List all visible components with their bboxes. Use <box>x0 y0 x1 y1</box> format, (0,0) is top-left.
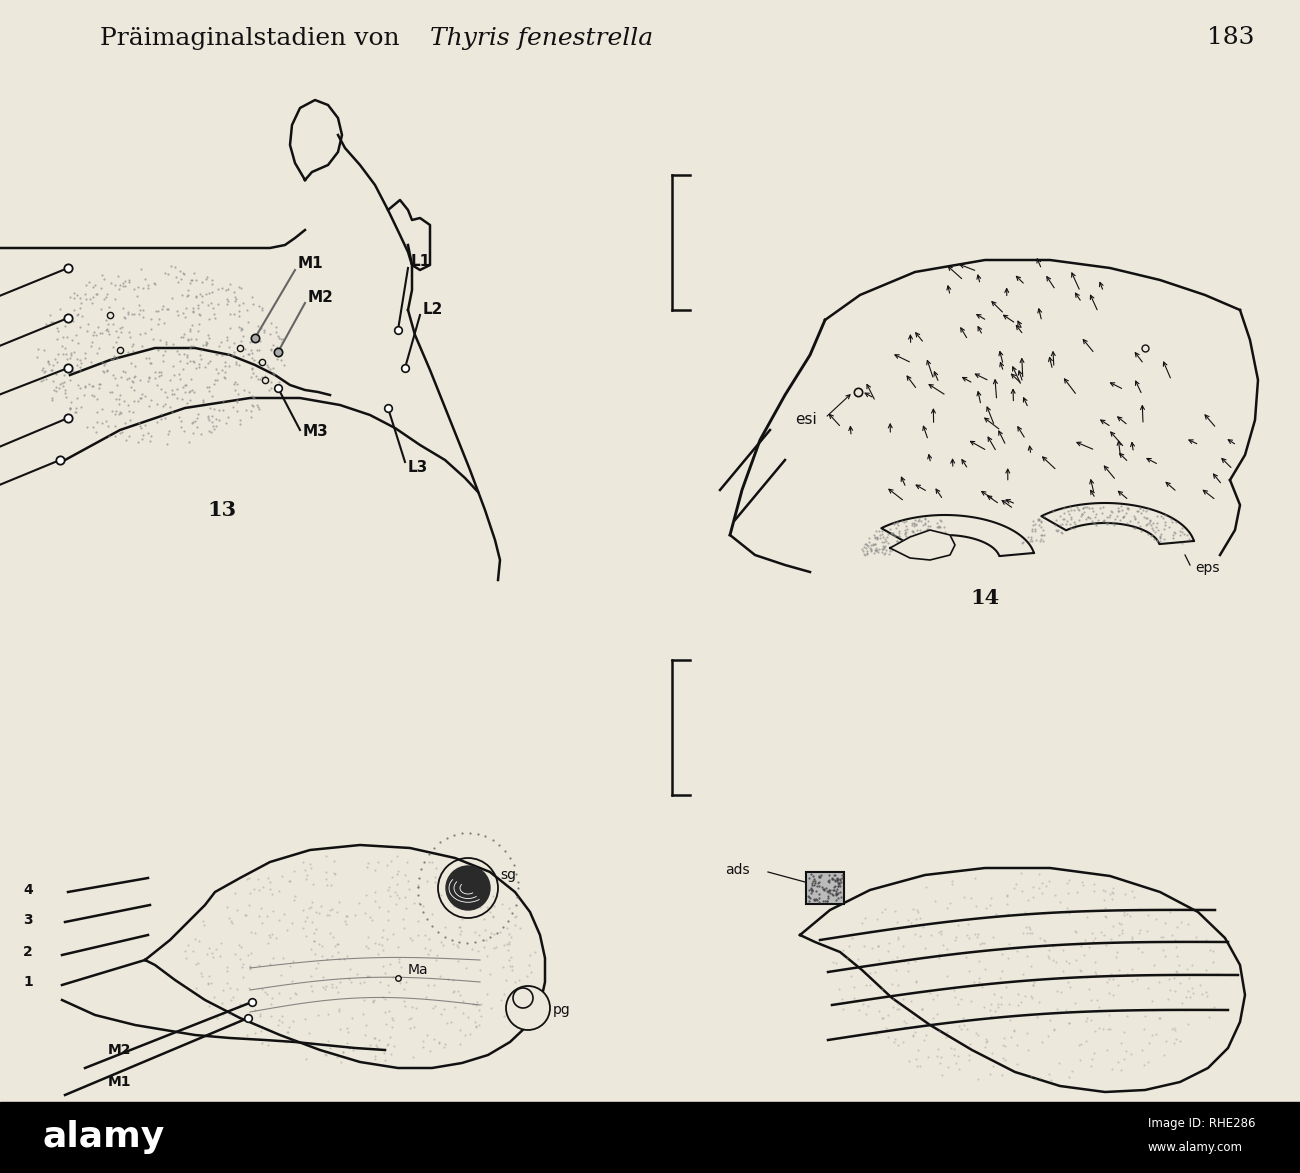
Text: 1: 1 <box>23 975 32 989</box>
Text: pg: pg <box>552 1003 571 1017</box>
Text: 13: 13 <box>208 500 237 520</box>
Text: Präimaginalstadien von: Präimaginalstadien von <box>100 27 408 49</box>
Polygon shape <box>1041 503 1193 544</box>
Text: ads: ads <box>725 863 750 877</box>
Text: Thyris fenestrella: Thyris fenestrella <box>430 27 653 49</box>
Text: esi: esi <box>796 413 816 427</box>
Text: alamy: alamy <box>42 1120 164 1154</box>
Text: M2: M2 <box>108 1043 131 1057</box>
Text: L2: L2 <box>422 303 443 318</box>
Circle shape <box>506 986 550 1030</box>
Text: M1: M1 <box>108 1074 131 1089</box>
Text: L1: L1 <box>411 255 432 270</box>
Text: M3: M3 <box>303 425 329 440</box>
Text: L3: L3 <box>408 461 428 475</box>
Text: sg: sg <box>500 868 516 882</box>
Text: Image ID: RHE286: Image ID: RHE286 <box>1148 1118 1256 1131</box>
Text: 183: 183 <box>1208 27 1254 49</box>
Circle shape <box>514 988 533 1008</box>
Text: Ma: Ma <box>408 963 429 977</box>
Text: 15: 15 <box>294 1101 322 1123</box>
Polygon shape <box>146 845 545 1067</box>
Bar <box>0 1101 1300 1173</box>
Text: 3: 3 <box>23 913 32 927</box>
Text: M1: M1 <box>298 256 324 271</box>
Polygon shape <box>800 868 1245 1092</box>
Text: 2: 2 <box>23 945 32 960</box>
Text: 16: 16 <box>1010 1101 1040 1123</box>
Text: 14: 14 <box>970 588 1000 608</box>
FancyBboxPatch shape <box>806 872 844 904</box>
Text: eps: eps <box>1195 561 1219 575</box>
Polygon shape <box>881 515 1034 556</box>
Text: M2: M2 <box>308 291 334 305</box>
Polygon shape <box>891 530 956 560</box>
Text: 4: 4 <box>23 883 32 897</box>
Text: www.alamy.com: www.alamy.com <box>1148 1141 1243 1154</box>
Circle shape <box>446 866 490 910</box>
